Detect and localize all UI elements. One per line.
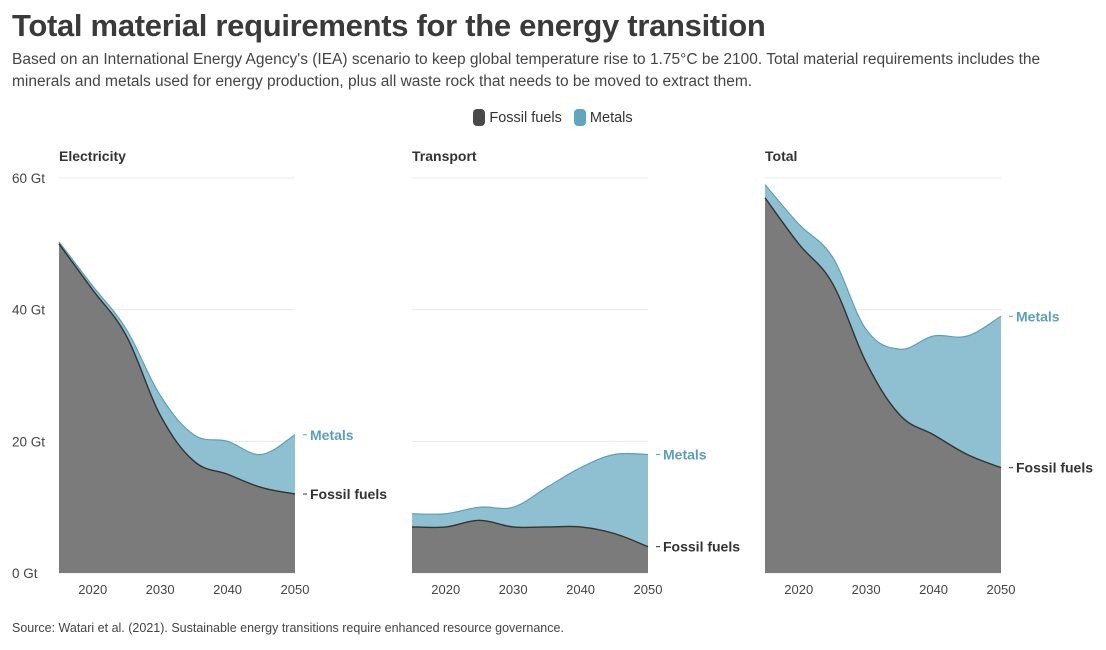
end-label-fossil-fuels-transport: Fossil fuels bbox=[663, 539, 740, 555]
y-tick-label: 20 Gt bbox=[12, 434, 45, 449]
line-fossil-fuels-electricity bbox=[58, 243, 296, 495]
y-tick-label: 0 Gt bbox=[12, 566, 38, 581]
legend-swatch-fossil-fuels bbox=[473, 109, 486, 126]
legend-label-fossil-fuels: Fossil fuels bbox=[489, 109, 562, 126]
area-fossil-fuels-total bbox=[765, 197, 1001, 573]
legend-item-metals: Metals bbox=[573, 109, 633, 126]
x-tick-label-electricity: 2040 bbox=[213, 582, 242, 597]
source-note: Source: Watari et al. (2021). Sustainabl… bbox=[12, 621, 564, 635]
line-fossil-fuels-transport bbox=[411, 519, 649, 548]
end-label-metals-total: Metals bbox=[1016, 308, 1060, 324]
line-fossil-fuels-total bbox=[764, 197, 1002, 469]
x-tick-label-transport: 2050 bbox=[634, 582, 663, 597]
x-tick-label-total: 2020 bbox=[784, 582, 813, 597]
x-tick-label-total: 2050 bbox=[987, 582, 1016, 597]
panel-title-transport: Transport bbox=[412, 148, 477, 164]
line-total-electricity bbox=[58, 241, 296, 456]
end-label-fossil-fuels-electricity: Fossil fuels bbox=[310, 486, 387, 502]
x-tick-label-transport: 2020 bbox=[431, 582, 460, 597]
x-tick-label-total: 2030 bbox=[852, 582, 881, 597]
area-fossil-fuels-electricity bbox=[59, 243, 295, 574]
x-tick-label-electricity: 2050 bbox=[281, 582, 310, 597]
legend: Fossil fuels Metals bbox=[0, 109, 1106, 130]
legend-item-fossil-fuels: Fossil fuels bbox=[473, 109, 562, 126]
panel-title-electricity: Electricity bbox=[59, 148, 126, 164]
end-label-metals-transport: Metals bbox=[663, 447, 707, 463]
end-label-metals-electricity: Metals bbox=[310, 427, 354, 443]
chart-title: Total material requirements for the ener… bbox=[12, 8, 766, 43]
x-tick-label-transport: 2040 bbox=[566, 582, 595, 597]
area-fossil-fuels-transport bbox=[412, 520, 648, 573]
legend-swatch-metals bbox=[573, 109, 586, 126]
line-total-total bbox=[764, 184, 1002, 350]
chart-subtitle: Based on an International Energy Agency'… bbox=[12, 51, 1041, 90]
panel-title-total: Total bbox=[765, 148, 797, 164]
x-tick-label-electricity: 2020 bbox=[78, 582, 107, 597]
x-tick-label-total: 2040 bbox=[919, 582, 948, 597]
legend-label-metals: Metals bbox=[589, 109, 633, 126]
y-tick-label: 40 Gt bbox=[12, 303, 45, 318]
x-tick-label-transport: 2030 bbox=[499, 582, 528, 597]
line-total-transport bbox=[411, 452, 649, 515]
y-tick-label: 60 Gt bbox=[12, 171, 45, 186]
x-tick-label-electricity: 2030 bbox=[146, 582, 175, 597]
end-label-fossil-fuels-total: Fossil fuels bbox=[1016, 460, 1093, 476]
